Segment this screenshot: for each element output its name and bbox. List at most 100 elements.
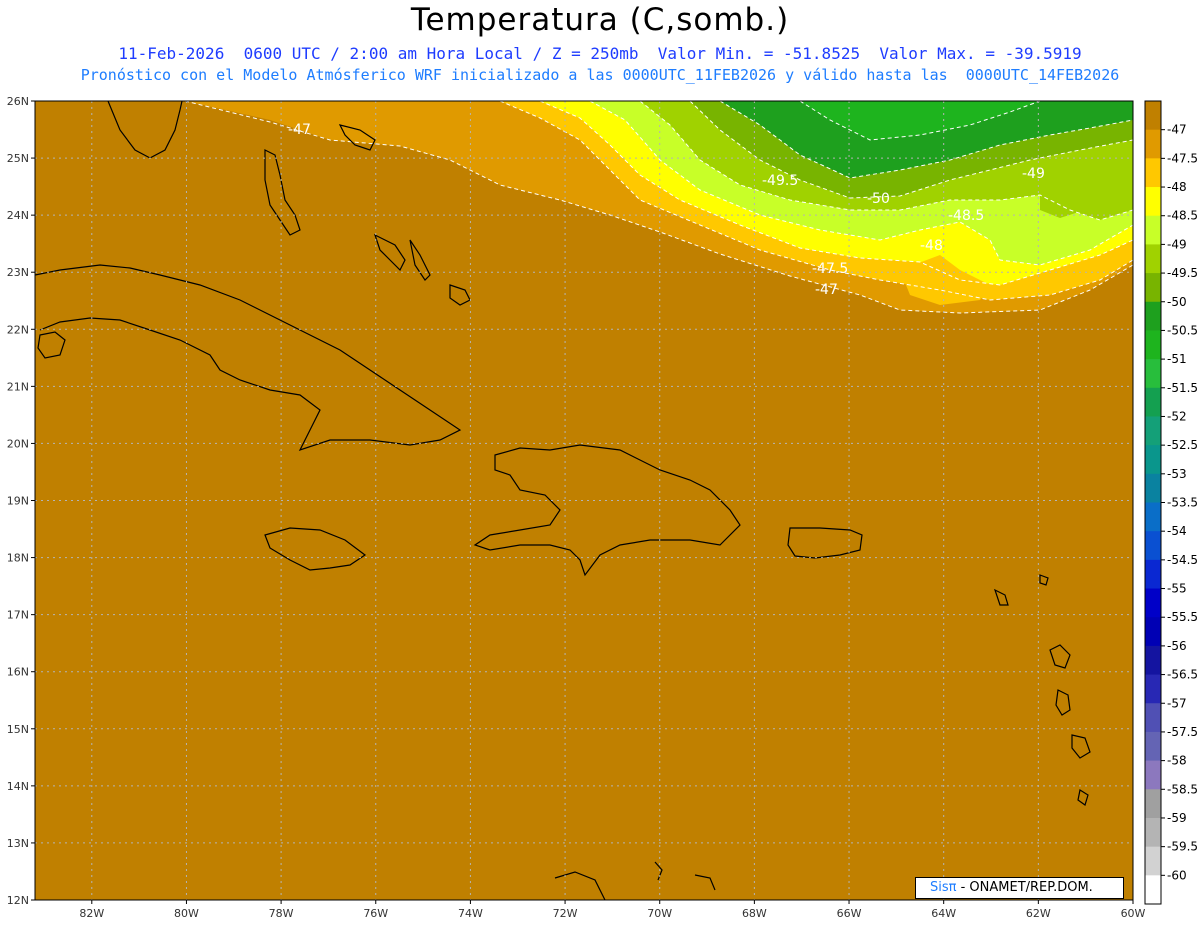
- colorbar-label: -54: [1167, 524, 1187, 538]
- lon-tick-label: 74W: [458, 907, 483, 920]
- lat-tick-label: 25N: [7, 152, 29, 165]
- band-minus-49-lobe: [1040, 175, 1105, 218]
- coast-bahamas-4: [409, 239, 431, 281]
- colorbar-label: -51: [1167, 352, 1187, 366]
- colorbar-label: -54.5: [1167, 553, 1198, 567]
- lat-tick-label: 17N: [7, 609, 29, 622]
- contour-label: -48: [920, 238, 943, 254]
- coast-isla-juventud: [37, 331, 66, 359]
- map-title: Temperatura (C,somb.): [410, 2, 790, 38]
- colorbar-swatch: [1145, 559, 1161, 590]
- lat-tick-label: 15N: [7, 723, 29, 736]
- colorbar-swatch: [1145, 875, 1161, 905]
- lat-tick-label: 26N: [7, 95, 29, 108]
- contour-minus-50: [719, 101, 1133, 179]
- colorbar-swatch: [1145, 473, 1161, 503]
- colorbar-label: -48: [1167, 180, 1187, 194]
- colorbar-label: -58: [1167, 754, 1187, 768]
- colorbar-swatch: [1145, 789, 1161, 819]
- lon-tick-label: 76W: [363, 907, 388, 920]
- coast-jamaica: [264, 527, 367, 571]
- colorbar-swatch: [1145, 244, 1161, 274]
- colorbar-label: -57: [1167, 696, 1187, 710]
- lon-tick-label: 82W: [79, 907, 104, 920]
- contour-minus-50-5: [799, 101, 1041, 141]
- valid-time-subtitle: 11-Feb-2026 0600 UTC / 2:00 am Hora Loca…: [118, 44, 1082, 63]
- contour-label: -47: [815, 282, 838, 298]
- contour-minus-47-5: [499, 101, 1133, 301]
- contour-label: -48.5: [948, 208, 984, 224]
- colorbar-swatch: [1145, 731, 1161, 762]
- band-minus-50-5: [720, 101, 1133, 178]
- lat-tick-label: 16N: [7, 666, 29, 679]
- contour-minus-48-5: [589, 101, 1133, 266]
- contour-minus-49-5: [689, 101, 1133, 199]
- colorbar-label: -52: [1167, 409, 1187, 423]
- colorbar-swatch: [1145, 416, 1161, 446]
- coast-antilles-6: [1039, 574, 1049, 586]
- lat-tick-label: 18N: [7, 552, 29, 565]
- colorbar-swatch: [1145, 674, 1161, 704]
- credit-text: - ONAMET/REP.DOM.: [956, 880, 1093, 895]
- lat-tick-label: 23N: [7, 266, 29, 279]
- latitude-axis: 26N 25N 24N 23N 22N 21N 20N 19N 18N 17N 16N 15N 14N 1…: [7, 95, 35, 907]
- colorbar-swatch: [1145, 158, 1161, 188]
- contour-lines: [184, 101, 1133, 314]
- lon-tick-label: 72W: [553, 907, 578, 920]
- coast-antilles-4: [1077, 789, 1089, 806]
- colorbar-swatch: [1145, 617, 1161, 647]
- colorbar-label: -49: [1167, 237, 1187, 251]
- lat-tick-label: 19N: [7, 495, 29, 508]
- lon-tick-label: 66W: [837, 907, 862, 920]
- colorbar-label: -57.5: [1167, 725, 1198, 739]
- lon-tick-label: 78W: [269, 907, 294, 920]
- colorbar-label: -47: [1167, 123, 1187, 137]
- coast-antilles-1: [1049, 644, 1071, 669]
- coast-bahamas-1: [264, 149, 301, 236]
- colorbar-swatch: [1145, 531, 1161, 561]
- colorbar-label: -56.5: [1167, 668, 1198, 682]
- coast-cuba: [35, 264, 462, 452]
- credit-box: Sisπ - ONAMET/REP.DOM.: [915, 877, 1124, 899]
- contour-labels: -47 -49.5 -50 -49 -48.5 -48 -47.5 -47: [288, 122, 1045, 298]
- colorbar-swatch: [1145, 846, 1161, 876]
- colorbar-label: -55.5: [1167, 610, 1198, 624]
- colorbar-swatch: [1145, 387, 1161, 417]
- band-minus-51: [800, 101, 1040, 140]
- lat-tick-label: 20N: [7, 437, 29, 450]
- colorbar-label: -53: [1167, 467, 1187, 481]
- coastlines: [35, 101, 1091, 900]
- coast-hispaniola: [473, 444, 741, 577]
- coast-puerto-rico: [787, 527, 863, 559]
- lat-tick-label: 13N: [7, 837, 29, 850]
- contour-minus-49: [639, 101, 1133, 221]
- colorbar-swatch: [1145, 273, 1161, 303]
- lat-tick-label: 24N: [7, 209, 29, 222]
- lon-tick-label: 80W: [174, 907, 199, 920]
- colorbar-swatch: [1145, 703, 1161, 733]
- contour-minus-47: [184, 101, 1133, 314]
- lon-tick-label: 70W: [647, 907, 672, 920]
- colorbar-swatch: [1145, 101, 1161, 131]
- lat-tick-label: 12N: [7, 894, 29, 907]
- sispi-brand: Sisπ: [930, 880, 957, 895]
- contour-label: -47.5: [812, 261, 848, 277]
- colorbar-label: -60: [1167, 868, 1187, 882]
- coast-south-3: [694, 874, 716, 891]
- colorbar: -47 -47.5 -48 -48.5 -49 -49.5 -50 -50.5 -51 -51.5…: [1144, 100, 1198, 905]
- band-minus-48-lobe: [900, 255, 990, 305]
- contour-label: -49.5: [762, 173, 798, 189]
- lon-tick-label: 64W: [931, 907, 956, 920]
- colorbar-swatch: [1145, 817, 1161, 848]
- coast-antilles-3: [1071, 734, 1091, 759]
- colorbar-label: -59: [1167, 811, 1187, 825]
- longitude-axis: 82W 80W 78W 76W 74W 72W 70W 68W 66W 64W 62W 60W: [79, 900, 1146, 920]
- colorbar-label: -58.5: [1167, 782, 1198, 796]
- lon-tick-label: 60W: [1121, 907, 1146, 920]
- colorbar-label: -55: [1167, 582, 1187, 596]
- colorbar-swatch: [1145, 215, 1161, 245]
- colorbar-label: -47.5: [1167, 151, 1198, 165]
- colorbar-label: -59.5: [1167, 840, 1198, 854]
- colorbar-swatch: [1145, 359, 1161, 389]
